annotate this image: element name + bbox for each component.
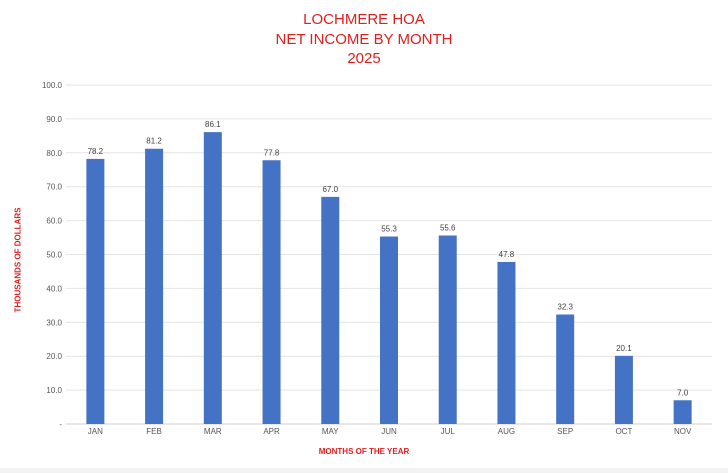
- data-label-jun: 55.3: [381, 225, 397, 234]
- bottom-strip: [0, 468, 728, 473]
- y-tick-label: 80.0: [46, 149, 62, 158]
- bar-jun: [380, 236, 398, 424]
- bar-sep: [556, 314, 575, 424]
- data-labels: 78.2 81.2 86.1 77.8 67.0 55.3 55.6 47.8 32.3 20.1…: [88, 120, 689, 397]
- data-label-mar: 86.1: [205, 120, 221, 129]
- bar-mar: [203, 132, 222, 424]
- bar-jul: [438, 235, 457, 424]
- x-tick-label-sep: SEP: [557, 427, 573, 436]
- x-tick-label-jul: JUL: [441, 427, 456, 436]
- data-label-oct: 20.1: [616, 344, 632, 353]
- data-label-nov: 7.0: [677, 388, 689, 397]
- bar-feb: [145, 148, 164, 424]
- x-tick-label-jan: JAN: [88, 427, 103, 436]
- x-tick-label-nov: NOV: [674, 427, 692, 436]
- x-tick-label-may: MAY: [322, 427, 339, 436]
- bar-jan: [86, 158, 105, 425]
- x-tick-label-aug: AUG: [498, 427, 515, 436]
- bars: [86, 132, 692, 425]
- data-label-jan: 78.2: [88, 147, 104, 156]
- y-tick-label: 30.0: [46, 318, 62, 327]
- data-label-apr: 77.8: [264, 148, 280, 157]
- bar-may: [321, 196, 340, 424]
- y-tick-labels: - 10.0 20.0 30.0 40.0 50.0 60.0 70.0 80.0 90.0 100…: [42, 81, 63, 429]
- y-tick-label: -: [59, 420, 62, 429]
- y-tick-label: 60.0: [46, 217, 62, 226]
- bar-aug: [497, 261, 516, 424]
- data-label-sep: 32.3: [557, 303, 573, 312]
- x-tick-label-feb: FEB: [146, 427, 162, 436]
- y-tick-label: 90.0: [46, 115, 62, 124]
- y-tick-label: 100.0: [42, 81, 63, 90]
- y-tick-label: 20.0: [46, 352, 62, 361]
- bar-apr: [262, 160, 281, 424]
- x-tick-label-apr: APR: [263, 427, 280, 436]
- data-label-aug: 47.8: [499, 250, 515, 259]
- x-tick-labels: JAN FEB MAR APR MAY JUN JUL AUG SEP OCT NOV: [88, 427, 692, 436]
- data-label-jul: 55.6: [440, 224, 456, 233]
- bar-oct: [614, 355, 633, 424]
- chart-title-line-3: 2025: [347, 50, 381, 67]
- bar-nov: [673, 400, 692, 424]
- data-label-may: 67.0: [322, 185, 338, 194]
- y-tick-label: 50.0: [46, 251, 62, 260]
- data-label-feb: 81.2: [146, 137, 162, 146]
- x-tick-label-oct: OCT: [615, 427, 632, 436]
- x-axis-label: MONTHS OF THE YEAR: [318, 447, 410, 456]
- y-tick-label: 70.0: [46, 183, 62, 192]
- chart-title-line-1: LOCHMERE HOA: [303, 11, 425, 28]
- y-tick-label: 10.0: [46, 386, 62, 395]
- x-tick-label-jun: JUN: [381, 427, 397, 436]
- y-tick-label: 40.0: [46, 284, 62, 293]
- chart-title-line-2: NET INCOME BY MONTH: [275, 31, 453, 48]
- x-tick-label-mar: MAR: [204, 427, 222, 436]
